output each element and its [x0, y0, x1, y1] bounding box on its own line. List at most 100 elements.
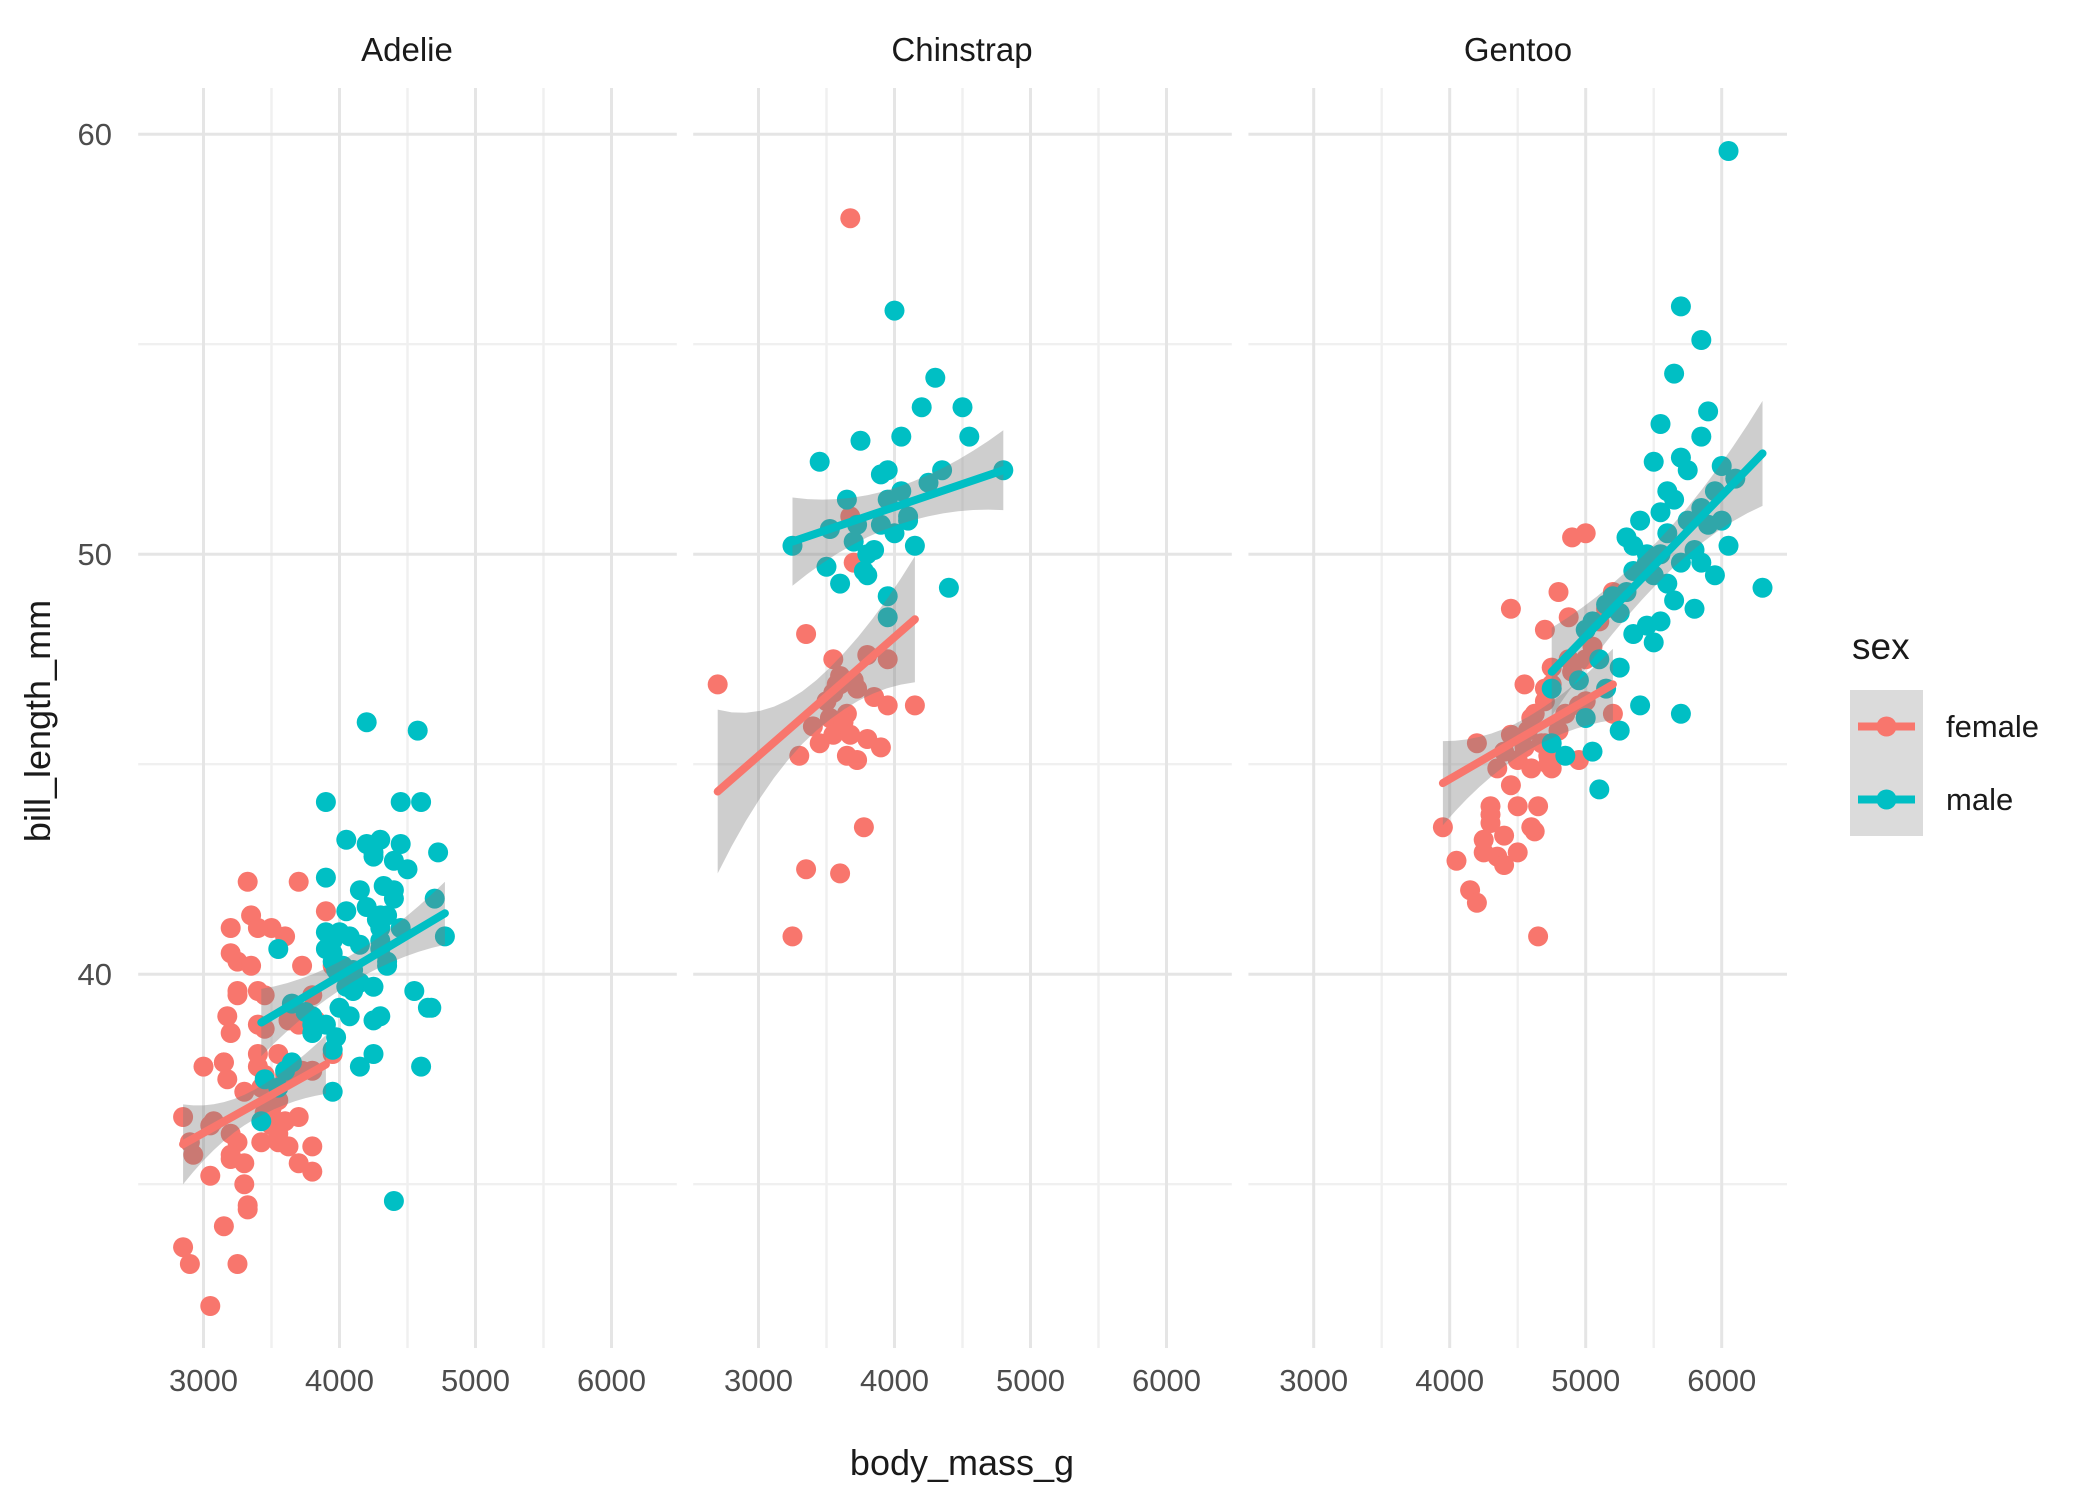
- data-point-male: [411, 792, 432, 812]
- data-point-male: [1704, 565, 1725, 586]
- data-point-male: [268, 939, 289, 959]
- data-point-female: [853, 817, 874, 838]
- data-point-male: [383, 888, 404, 909]
- data-point-female: [1558, 607, 1579, 628]
- data-point-male: [925, 367, 946, 388]
- data-point-male: [363, 976, 384, 997]
- data-point-female: [213, 1052, 234, 1073]
- data-point-female: [840, 208, 861, 229]
- data-point-male: [315, 867, 336, 888]
- data-point-female: [251, 1132, 272, 1153]
- legend-key-female: [1850, 690, 1923, 763]
- data-point-male: [898, 506, 919, 527]
- smooth-line-male: [788, 466, 1008, 546]
- data-point-male: [1541, 678, 1562, 699]
- x-axis-title: body_mass_g: [849, 1442, 1075, 1483]
- data-point-male: [932, 460, 953, 481]
- data-point-male: [843, 531, 864, 552]
- data-point-male: [377, 955, 398, 976]
- data-point-female: [796, 859, 817, 880]
- data-point-male: [1623, 535, 1644, 556]
- data-point-female: [241, 955, 262, 976]
- data-point-male: [877, 460, 898, 481]
- y-tick-label: 40: [78, 957, 112, 992]
- data-point-male: [1589, 779, 1610, 800]
- x-tick-label: 3000: [1279, 1363, 1348, 1398]
- data-point-female: [1487, 758, 1508, 779]
- data-point-male: [1555, 745, 1576, 766]
- data-point-male: [891, 481, 912, 502]
- data-point-female: [220, 1144, 241, 1165]
- x-tick-label: 5000: [996, 1363, 1065, 1398]
- data-point-male: [1643, 451, 1664, 472]
- data-point-male: [383, 850, 404, 871]
- data-point-female: [220, 943, 241, 964]
- smooth-line-female: [713, 615, 919, 796]
- data-point-male: [407, 720, 428, 741]
- data-point-male: [809, 451, 830, 472]
- data-point-male: [336, 976, 357, 997]
- data-point-female: [288, 871, 309, 892]
- data-point-female: [315, 901, 336, 922]
- data-point-male: [1691, 426, 1712, 447]
- data-point-female: [237, 871, 258, 892]
- data-point-female: [1432, 817, 1453, 838]
- data-point-male: [1643, 632, 1664, 653]
- data-point-male: [326, 1027, 347, 1048]
- x-tick-label: 5000: [441, 1363, 510, 1398]
- data-point-male: [1664, 489, 1685, 510]
- data-point-male: [336, 829, 357, 850]
- data-point-female: [1514, 674, 1535, 695]
- data-point-male: [1711, 456, 1732, 476]
- data-point-female: [278, 1136, 299, 1157]
- data-point-female: [227, 981, 248, 1001]
- facet-strip-adelie: Adelie: [361, 31, 453, 68]
- data-point-male: [411, 1056, 432, 1077]
- data-point-male: [356, 712, 377, 733]
- data-point-male: [918, 472, 939, 493]
- data-point-female: [789, 745, 810, 766]
- data-point-male: [329, 922, 350, 943]
- data-point-male: [1636, 615, 1657, 636]
- data-point-male: [877, 586, 898, 607]
- data-point-male: [1582, 741, 1603, 762]
- data-point-male: [349, 934, 370, 955]
- data-point-male: [329, 997, 350, 1018]
- smooth-line-male: [1547, 449, 1767, 676]
- data-point-female: [247, 918, 268, 938]
- data-point-male: [383, 1191, 404, 1211]
- data-point-male: [850, 430, 871, 451]
- data-point-male: [1589, 649, 1610, 670]
- data-point-female: [707, 674, 728, 695]
- data-point-female: [292, 955, 313, 976]
- data-point-male: [281, 1052, 302, 1073]
- data-point-female: [288, 1153, 309, 1174]
- data-point-male: [1718, 141, 1739, 161]
- data-point-female: [1500, 775, 1521, 796]
- data-point-male: [390, 834, 411, 854]
- data-point-male: [1609, 657, 1630, 678]
- data-point-male: [830, 573, 851, 594]
- legend-title: sex: [1852, 626, 1910, 667]
- data-point-male: [428, 842, 449, 863]
- data-point-male: [434, 926, 455, 947]
- data-point-male: [959, 426, 980, 447]
- data-point-male: [404, 981, 425, 1001]
- data-point-male: [904, 535, 925, 556]
- facet-strip-chinstrap: Chinstrap: [891, 31, 1033, 68]
- legend-label-male: male: [1946, 782, 2014, 817]
- data-point-male: [377, 905, 398, 926]
- data-point-female: [796, 624, 817, 644]
- data-point-female: [217, 1069, 238, 1090]
- data-point-male: [952, 397, 973, 418]
- confidence-ribbon-female: [183, 1035, 326, 1185]
- data-point-female: [1528, 796, 1549, 817]
- data-point-female: [1494, 825, 1515, 846]
- data-point-female: [809, 733, 830, 754]
- data-point-female: [220, 918, 241, 938]
- data-point-male: [911, 397, 932, 418]
- data-point-male: [1691, 330, 1712, 350]
- data-point-female: [302, 1136, 323, 1157]
- data-point-female: [193, 1056, 214, 1077]
